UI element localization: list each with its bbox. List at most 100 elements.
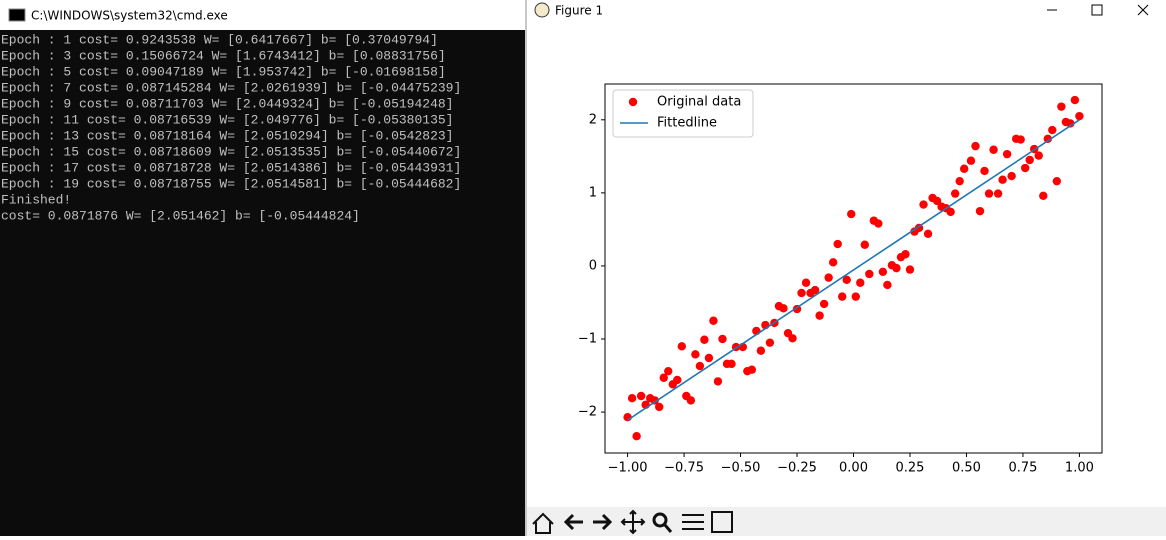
data-point bbox=[865, 269, 874, 279]
x-tick-label: 0.25 bbox=[896, 461, 925, 476]
console-icon bbox=[8, 8, 26, 22]
data-point bbox=[919, 200, 928, 209]
data-point bbox=[883, 280, 892, 290]
y-tick-label: −1 bbox=[578, 332, 597, 347]
console-line: Epoch : 1 cost= 0.9243538 W= [0.6417667]… bbox=[1, 32, 438, 47]
data-point bbox=[779, 304, 788, 313]
save-button[interactable] bbox=[711, 511, 733, 533]
console-line: Finished! bbox=[1, 192, 71, 207]
data-point bbox=[1052, 176, 1062, 186]
maximize-button[interactable] bbox=[1091, 4, 1103, 16]
data-point bbox=[1016, 135, 1025, 144]
data-point bbox=[797, 288, 806, 298]
console-line: cost= 0.0871876 W= [2.051462] b= [-0.054… bbox=[1, 208, 360, 223]
data-point bbox=[923, 229, 933, 238]
x-tick-label: 0.00 bbox=[839, 461, 868, 476]
console-line: Epoch : 3 cost= 0.15066724 W= [1.6743412… bbox=[1, 48, 446, 63]
data-point bbox=[984, 189, 994, 198]
data-point bbox=[966, 156, 976, 165]
data-point bbox=[673, 375, 682, 385]
data-point bbox=[1020, 163, 1030, 173]
data-point bbox=[1066, 119, 1075, 128]
data-point bbox=[815, 311, 824, 320]
data-point bbox=[691, 350, 700, 359]
data-point bbox=[1057, 102, 1066, 111]
data-point bbox=[1039, 191, 1048, 200]
data-point bbox=[664, 366, 673, 376]
console-line: Epoch : 9 cost= 0.08711703 W= [2.0449324… bbox=[1, 96, 453, 111]
data-point bbox=[950, 189, 960, 198]
data-point bbox=[946, 207, 955, 217]
data-point bbox=[892, 263, 901, 273]
console-line: Epoch : 19 cost= 0.08718755 W= [2.051458… bbox=[1, 176, 461, 191]
data-point bbox=[1034, 151, 1043, 160]
close-button[interactable] bbox=[1137, 4, 1149, 16]
data-point bbox=[905, 265, 915, 274]
console-line: Epoch : 5 cost= 0.09047189 W= [1.953742]… bbox=[1, 64, 446, 79]
data-point bbox=[819, 299, 829, 309]
data-point bbox=[1002, 149, 1012, 159]
data-point bbox=[695, 361, 705, 371]
axes-frame bbox=[604, 83, 1103, 454]
console-title-bar bbox=[0, 0, 525, 30]
data-point bbox=[842, 275, 851, 285]
data-point bbox=[828, 258, 838, 267]
x-tick-label: 0.50 bbox=[952, 461, 981, 476]
figure-window bbox=[527, 0, 1166, 507]
fitted-line bbox=[627, 119, 1080, 421]
data-point bbox=[659, 373, 668, 382]
zoom-handle bbox=[663, 524, 673, 533]
data-point bbox=[623, 412, 632, 422]
legend-label: Original data bbox=[657, 95, 741, 110]
data-point bbox=[1007, 171, 1016, 181]
data-point bbox=[932, 196, 942, 206]
console-line: Epoch : 13 cost= 0.08718164 W= [2.051029… bbox=[1, 128, 453, 143]
data-point bbox=[833, 239, 842, 249]
back-button[interactable] bbox=[563, 513, 583, 531]
figure-icon bbox=[534, 2, 550, 18]
data-point bbox=[901, 250, 910, 259]
data-point bbox=[847, 209, 856, 219]
data-point bbox=[700, 335, 709, 344]
data-point bbox=[1043, 134, 1052, 144]
zoom-button[interactable] bbox=[652, 512, 668, 528]
data-point bbox=[838, 292, 847, 301]
data-point bbox=[998, 175, 1007, 184]
data-point bbox=[747, 365, 757, 374]
data-point bbox=[650, 396, 659, 405]
y-tick-label: 0 bbox=[589, 258, 597, 273]
data-point bbox=[860, 240, 869, 249]
x-tick-label: −0.25 bbox=[777, 461, 817, 476]
configure-button[interactable] bbox=[682, 514, 704, 530]
pan-button[interactable] bbox=[620, 509, 646, 535]
data-point bbox=[989, 145, 998, 154]
window-divider bbox=[525, 0, 527, 536]
console-line: Epoch : 15 cost= 0.08718609 W= [2.051353… bbox=[1, 144, 461, 159]
home-button[interactable] bbox=[532, 512, 554, 534]
x-tick-label: −0.50 bbox=[721, 461, 761, 476]
data-point bbox=[704, 353, 714, 363]
forward-button[interactable] bbox=[593, 513, 613, 531]
data-point bbox=[627, 393, 637, 403]
data-point bbox=[713, 377, 723, 386]
data-point bbox=[1025, 155, 1034, 165]
data-point bbox=[975, 206, 985, 216]
data-point bbox=[632, 431, 641, 441]
data-point bbox=[1075, 111, 1084, 121]
data-point bbox=[971, 141, 980, 151]
data-point bbox=[856, 278, 865, 287]
data-point bbox=[718, 334, 727, 344]
data-point bbox=[709, 316, 718, 325]
figure-title: Figure 1 bbox=[555, 4, 603, 18]
data-point bbox=[788, 334, 797, 343]
data-point bbox=[1048, 125, 1057, 135]
legend-label: Fittedline bbox=[657, 116, 717, 131]
x-tick-label: 0.75 bbox=[1008, 461, 1037, 476]
legend-box bbox=[612, 89, 754, 138]
data-point bbox=[686, 396, 696, 405]
data-point bbox=[959, 164, 969, 173]
console-lines: Epoch : 1 cost= 0.9243538 W= [0.6417667]… bbox=[1, 32, 461, 223]
data-point bbox=[801, 278, 811, 287]
console-line: Epoch : 11 cost= 0.08716539 W= [2.049776… bbox=[1, 112, 453, 127]
